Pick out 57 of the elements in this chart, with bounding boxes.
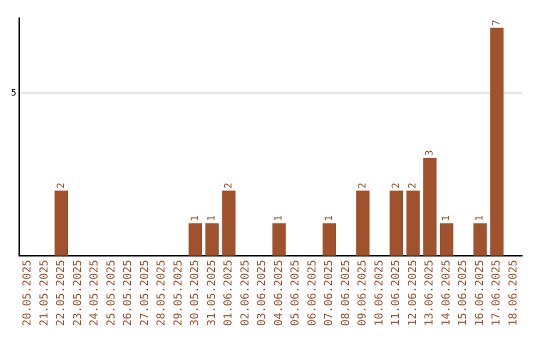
bar xyxy=(490,28,504,256)
x-tick-label: 13.06.2025 xyxy=(422,260,436,326)
data-label: 2 xyxy=(223,182,234,189)
bar xyxy=(473,223,487,256)
data-label: 2 xyxy=(357,182,368,189)
x-tick-label: 26.05.2025 xyxy=(121,260,134,326)
x-tick-label: 15.06.2025 xyxy=(456,260,470,326)
x-tick-label: 14.06.2025 xyxy=(439,260,452,326)
x-tick-label: 10.06.2025 xyxy=(372,260,386,326)
x-tick-label: 05.06.2025 xyxy=(288,260,302,326)
data-label: 2 xyxy=(390,182,402,189)
bar xyxy=(272,223,286,256)
x-tick-label: 30.05.2025 xyxy=(188,260,202,326)
x-tick-label: 12.06.2025 xyxy=(406,260,419,326)
x-tick-label: 11.06.2025 xyxy=(389,260,402,326)
data-label: 1 xyxy=(274,215,285,222)
bar xyxy=(406,190,420,256)
x-tick-label: 27.05.2025 xyxy=(138,260,151,326)
y-tick-label: 5 xyxy=(10,88,16,98)
data-label: 1 xyxy=(474,215,486,222)
bar xyxy=(423,158,437,256)
x-tick-label: 25.05.2025 xyxy=(104,260,118,326)
bar xyxy=(222,190,236,256)
x-tick-label: 03.06.2025 xyxy=(255,260,268,326)
data-label: 1 xyxy=(190,215,201,222)
data-label: 2 xyxy=(56,182,67,189)
x-tick-label: 02.06.2025 xyxy=(238,260,252,326)
x-tick-label: 29.05.2025 xyxy=(171,260,184,326)
x-tick-label: 06.06.2025 xyxy=(305,260,318,326)
x-tick-label: 22.05.2025 xyxy=(54,260,68,326)
data-label: 1 xyxy=(441,215,452,222)
x-tick-label: 07.06.2025 xyxy=(322,260,336,326)
x-tick-label: 28.05.2025 xyxy=(154,260,168,326)
x-tick-label: 04.06.2025 xyxy=(272,260,285,326)
bar xyxy=(390,190,404,256)
data-label: 1 xyxy=(324,215,335,222)
data-label: 7 xyxy=(491,20,502,26)
data-label: 2 xyxy=(408,182,419,189)
x-tick-label: 18.06.2025 xyxy=(506,260,520,326)
bar xyxy=(322,223,336,256)
x-tick-label: 21.05.2025 xyxy=(37,260,50,326)
x-tick-label: 01.06.2025 xyxy=(222,260,235,326)
data-label: 3 xyxy=(424,150,436,156)
x-tick-label: 16.06.2025 xyxy=(472,260,486,326)
bar xyxy=(440,223,454,256)
x-tick-label: 24.05.2025 xyxy=(88,260,101,326)
x-tick-label: 31.05.2025 xyxy=(204,260,218,326)
x-tick-label: 17.06.2025 xyxy=(490,260,503,326)
bar xyxy=(205,223,219,256)
x-tick-label: 23.05.2025 xyxy=(70,260,84,326)
x-tick-label: 09.06.2025 xyxy=(356,260,369,326)
bar xyxy=(356,190,370,256)
x-tick-label: 20.05.2025 xyxy=(20,260,34,326)
bar xyxy=(188,223,202,256)
bar xyxy=(54,190,68,256)
data-label: 1 xyxy=(206,215,218,222)
x-tick-label: 08.06.2025 xyxy=(338,260,352,326)
